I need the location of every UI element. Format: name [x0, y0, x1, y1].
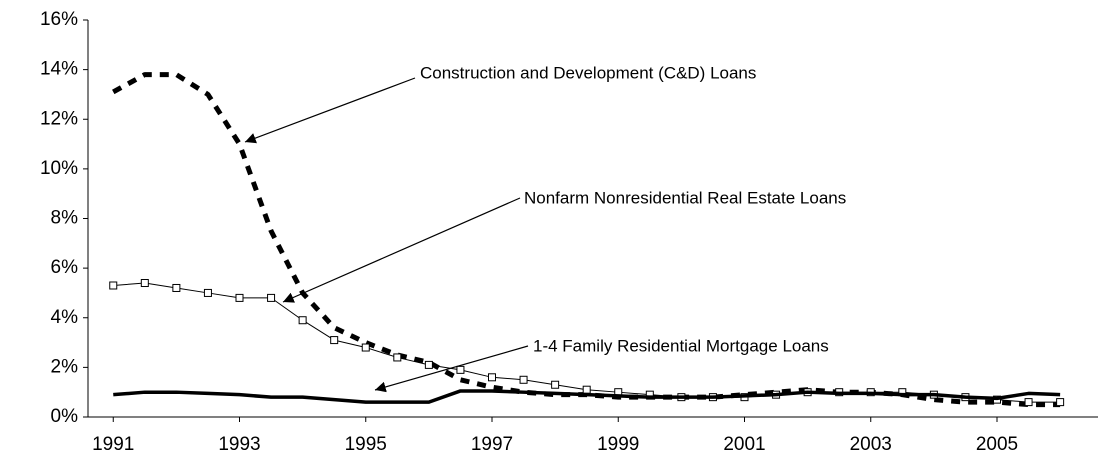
x-tick-label: 1993	[218, 434, 260, 455]
point-marker	[551, 380, 560, 389]
point-marker	[519, 375, 528, 384]
point-marker	[393, 353, 402, 362]
x-tick-label: 1991	[92, 434, 134, 455]
point-marker	[361, 343, 370, 352]
point-marker	[1056, 398, 1065, 407]
point-marker	[298, 316, 307, 325]
x-tick-label: 2003	[850, 434, 892, 455]
point-marker	[582, 385, 591, 394]
series-line	[113, 389, 1061, 404]
x-tick-label: 2001	[723, 434, 765, 455]
point-marker	[172, 283, 181, 292]
y-tick-label: 6%	[51, 257, 79, 278]
point-marker	[267, 293, 276, 302]
x-tick-label: 2005	[976, 434, 1018, 455]
annotation: Construction and Development (C&D) Loans	[420, 63, 756, 82]
point-marker	[488, 373, 496, 382]
annotation: 1-4 Family Residential Mortgage Loans	[533, 336, 829, 355]
y-tick-label: 8%	[51, 208, 79, 229]
y-tick-label: 0%	[51, 406, 79, 427]
y-tick-label: 16%	[40, 9, 78, 30]
y-tick-label: 10%	[40, 158, 78, 179]
annotation-arrow	[374, 345, 529, 393]
point-marker	[140, 279, 149, 288]
annotation-arrow	[282, 197, 521, 303]
point-marker	[456, 365, 465, 374]
y-tick-label: 12%	[40, 108, 78, 129]
point-marker	[424, 360, 433, 369]
y-tick-label: 14%	[40, 59, 78, 80]
annotation: Nonfarm Nonresidential Real Estate Loans	[524, 188, 846, 207]
point-marker	[235, 293, 244, 302]
x-tick-label: 1995	[345, 434, 387, 455]
point-marker	[109, 281, 118, 290]
point-marker	[203, 288, 212, 297]
y-tick-label: 4%	[51, 307, 79, 328]
point-marker	[1024, 398, 1033, 407]
x-tick-label: 1999	[597, 434, 639, 455]
x-tick-label: 1997	[471, 434, 513, 455]
annotation-arrow	[244, 77, 416, 144]
point-marker	[330, 336, 339, 345]
y-tick-label: 2%	[51, 356, 79, 377]
